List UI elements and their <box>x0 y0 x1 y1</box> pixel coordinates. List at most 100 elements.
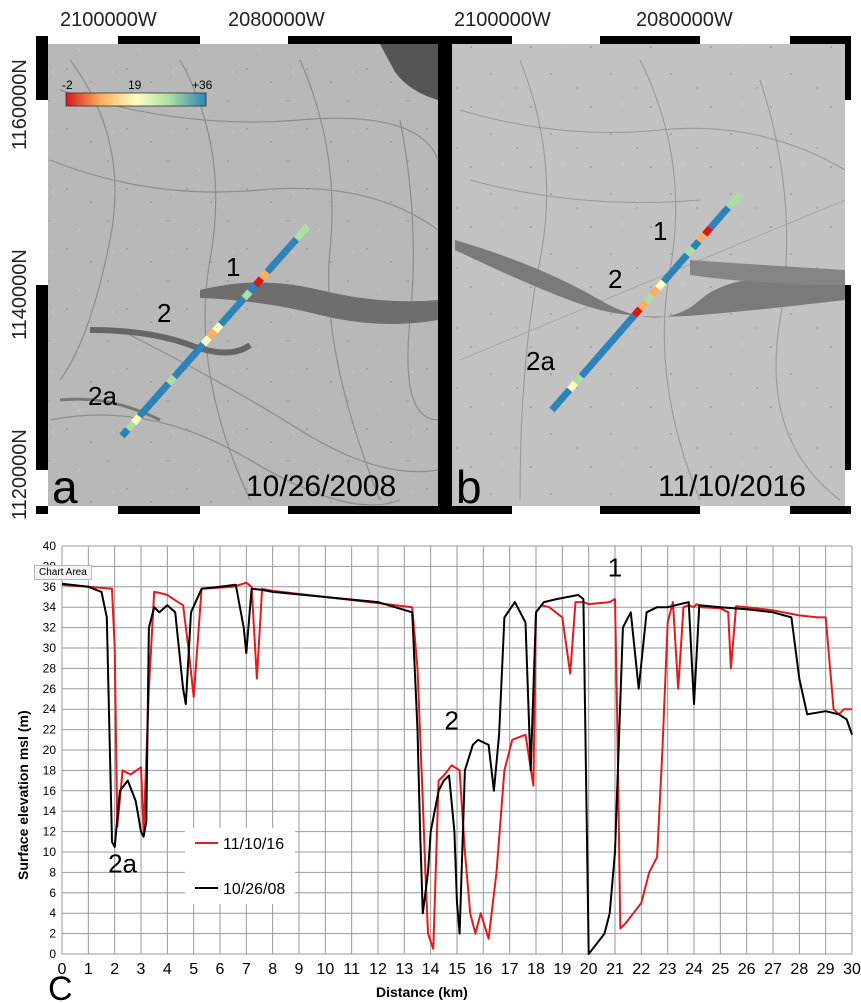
colorbar <box>65 92 207 107</box>
track-segment <box>160 381 172 393</box>
lat-label-1120000: 1120000N <box>9 429 31 520</box>
x-tick-label: 4 <box>163 961 172 978</box>
y-tick-label: 28 <box>43 661 57 675</box>
colorbar-tick-min: -2 <box>62 78 73 92</box>
x-tick-label: 7 <box>242 961 251 978</box>
track-segment <box>678 252 690 264</box>
y-axis-title: Surface elevation msl (m) <box>15 710 31 880</box>
y-tick-label: 22 <box>43 723 57 737</box>
track-segment <box>165 374 177 386</box>
y-tick-label: 16 <box>43 784 57 798</box>
track-segment <box>154 387 166 399</box>
track-segment <box>619 319 632 332</box>
panel-letter-c: C <box>48 970 73 1003</box>
x-tick-label: 8 <box>268 961 277 978</box>
track-segment <box>555 394 567 406</box>
track-segment <box>189 348 201 360</box>
track-segment <box>584 360 596 372</box>
track-segment <box>719 205 731 217</box>
x-tick-label: 27 <box>764 961 782 978</box>
chart-annotation-1: 1 <box>608 553 622 583</box>
track-segment <box>247 282 259 294</box>
panel-date-b: 11/10/2016 <box>658 470 806 503</box>
track-segment <box>253 276 265 288</box>
top-longitude-labels: 2100000W 2080000W 2100000W 2080000W <box>60 9 733 31</box>
track-segment <box>235 295 247 308</box>
x-tick-label: 26 <box>738 961 756 978</box>
track-segment <box>299 223 311 235</box>
track-segment <box>549 400 561 413</box>
y-axis-ticks: 0246810121416182022242628303234363840 <box>43 539 57 961</box>
x-tick-label: 2 <box>110 961 119 978</box>
x-tick-label: 28 <box>790 961 808 978</box>
track-segment <box>200 335 212 347</box>
y-tick-label: 2 <box>49 927 56 941</box>
rift-label-a-2: 2 <box>157 298 171 328</box>
x-tick-label: 0 <box>58 961 67 978</box>
y-tick-label: 36 <box>43 580 57 594</box>
track-segment <box>666 265 679 278</box>
chart-grid <box>61 545 853 955</box>
x-tick-label: 30 <box>843 961 861 978</box>
track-segment <box>672 259 684 271</box>
track-segment <box>596 346 608 359</box>
track-segment <box>224 308 236 321</box>
series-line-2016 <box>61 581 852 950</box>
track-segment <box>702 225 714 237</box>
x-tick-label: 5 <box>189 961 198 978</box>
track-segment <box>690 238 702 251</box>
x-tick-label: 23 <box>659 961 677 978</box>
track-segment <box>264 263 276 275</box>
track-segment <box>696 232 708 244</box>
track-segment <box>183 354 195 367</box>
rift-label-a-1: 1 <box>226 252 240 282</box>
y-tick-label: 20 <box>43 743 57 757</box>
track-segment <box>194 341 206 354</box>
y-tick-label: 30 <box>43 641 57 655</box>
legend-label-2008: 10/26/08 <box>223 881 285 898</box>
track-segment <box>276 249 288 262</box>
track-segment <box>572 373 585 386</box>
track-segment <box>707 218 720 231</box>
track-segment <box>218 315 230 327</box>
track-segment <box>637 299 649 312</box>
x-tick-label: 29 <box>817 961 835 978</box>
x-axis-ticks: 0 1 2 3 4 5 6 7 8 9 10 11 12 13 14 15 16 17 18 19 20 21 22 23 24… <box>58 961 861 978</box>
x-tick-label: 22 <box>632 961 650 978</box>
track-segment <box>229 302 241 314</box>
x-tick-label: 21 <box>606 961 624 978</box>
track-segment <box>684 245 696 258</box>
track-segment <box>125 420 137 432</box>
lon-label-a-2: 2080000W <box>228 9 325 31</box>
y-tick-label: 24 <box>43 702 57 716</box>
track-segment <box>212 322 224 334</box>
chart-annotation-2: 2 <box>444 706 458 736</box>
track-segment <box>206 328 218 340</box>
y-tick-label: 10 <box>43 845 57 859</box>
colorbar-tick-max: +36 <box>192 78 213 92</box>
track-segment <box>270 256 282 268</box>
series-line-2008 <box>61 582 853 955</box>
chart-annotations: 1 2 2a <box>108 553 622 879</box>
chart-area-tooltip: Chart Area <box>34 565 92 580</box>
x-tick-label: 25 <box>711 961 729 978</box>
x-tick-label: 6 <box>216 961 225 978</box>
x-tick-label: 15 <box>448 961 466 978</box>
x-tick-label: 18 <box>527 961 545 978</box>
track-segment <box>608 333 620 345</box>
x-tick-label: 20 <box>580 961 598 978</box>
y-tick-label: 6 <box>49 886 56 900</box>
track-segment <box>660 272 673 285</box>
x-tick-label: 24 <box>685 961 703 978</box>
x-tick-label: 1 <box>84 961 93 978</box>
elevation-profile-chart[interactable]: 0246810121416182022242628303234363840 01… <box>15 539 861 1003</box>
rift-label-a-2a: 2a <box>88 381 117 411</box>
x-tick-label: 9 <box>295 961 304 978</box>
y-tick-label: 18 <box>43 763 57 777</box>
y-tick-label: 32 <box>43 621 57 635</box>
x-tick-label: 16 <box>474 961 492 978</box>
track-segment <box>258 269 270 281</box>
lon-label-a-1: 2100000W <box>60 9 157 31</box>
y-tick-label: 12 <box>43 825 57 839</box>
track-segment <box>725 198 737 210</box>
